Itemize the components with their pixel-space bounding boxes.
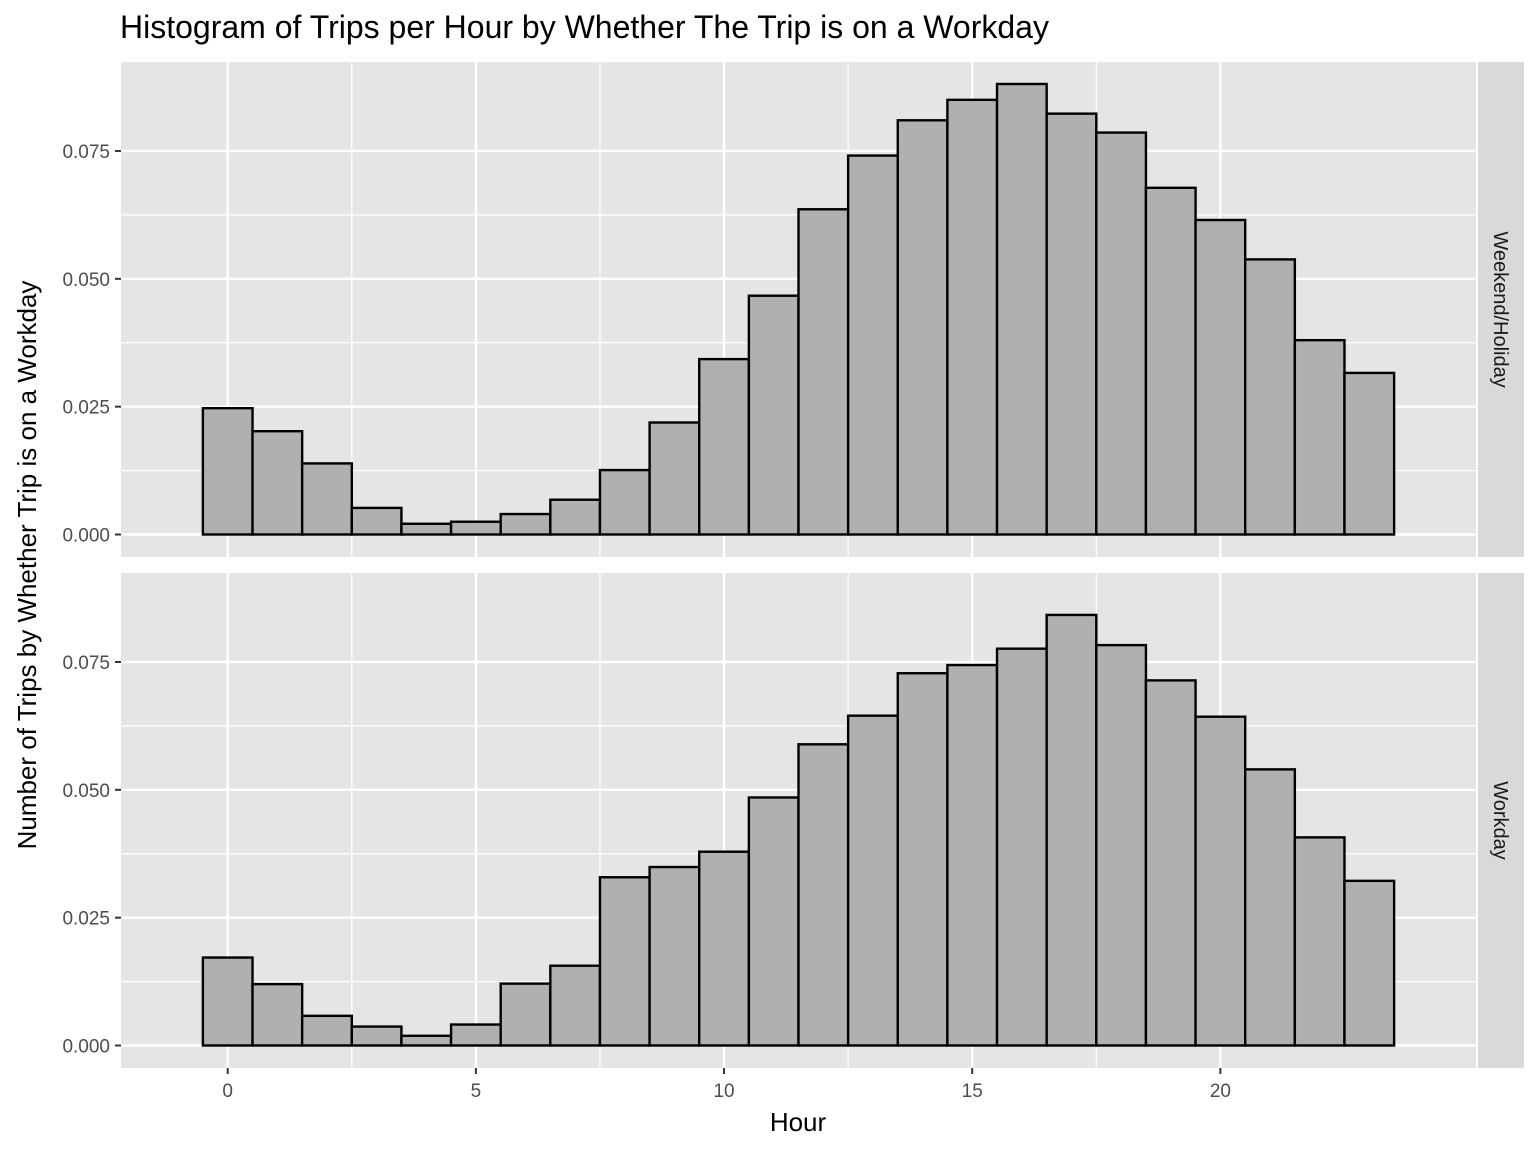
facet-panels: 0.0000.0250.0500.075Weekend/Holiday0.000…	[62, 62, 1524, 1102]
y-tick-label: 0.000	[62, 526, 110, 547]
histogram-bar	[300, 1014, 353, 1047]
histogram-bar	[1045, 613, 1098, 1047]
histogram-bar	[350, 506, 403, 536]
x-tick-label: 5	[471, 1081, 482, 1102]
facet-strip	[1478, 573, 1524, 1068]
histogram-bar	[350, 1025, 403, 1047]
y-axis-title: Number of Trips by Whether Trip is on a …	[12, 281, 42, 850]
facet-strip	[1478, 62, 1524, 557]
histogram-bar	[1343, 371, 1396, 536]
histogram-bar	[1194, 218, 1247, 536]
histogram-bar	[499, 982, 552, 1047]
histogram-bar	[1293, 836, 1346, 1047]
histogram-bar	[648, 421, 701, 536]
histogram-bar	[449, 520, 502, 536]
histogram-bar	[846, 714, 899, 1047]
histogram-bar	[201, 956, 254, 1047]
y-tick-label: 0.025	[62, 398, 110, 419]
histogram-bar	[648, 865, 701, 1047]
histogram-bar	[698, 850, 751, 1047]
histogram-bar	[896, 672, 949, 1047]
y-tick-label: 0.050	[62, 270, 110, 291]
histogram-bar	[449, 1023, 502, 1047]
histogram-bar	[1244, 258, 1297, 536]
facet-panel-1: 0.000 0.025 0.050 0.075 Weekend/Holiday	[62, 62, 1524, 557]
histogram-bar	[300, 462, 353, 536]
histogram-bar	[549, 964, 602, 1047]
histogram-bar	[400, 522, 453, 536]
histogram-bar	[1144, 679, 1197, 1047]
histogram-bar	[797, 743, 850, 1047]
histogram-bar	[499, 512, 552, 536]
histogram-bar	[698, 357, 751, 536]
facet-strip-label: Workday	[1489, 781, 1511, 860]
x-axis-title: Hour	[770, 1107, 827, 1137]
histogram-bar	[201, 406, 254, 536]
histogram-bar	[598, 468, 651, 536]
y-tick-label: 0.050	[62, 781, 110, 802]
x-tick-label: 20	[1210, 1081, 1231, 1102]
histogram-bar	[1293, 338, 1346, 536]
histogram-bar	[1244, 768, 1297, 1047]
histogram-bar	[896, 119, 949, 536]
histogram-bar	[946, 98, 999, 536]
y-tick-label: 0.075	[62, 653, 110, 674]
histogram-bar	[1095, 131, 1148, 536]
chart-title: Histogram of Trips per Hour by Whether T…	[120, 9, 1049, 45]
histogram-bar	[1194, 715, 1247, 1047]
x-tick-label: 10	[713, 1081, 734, 1102]
histogram-bar	[846, 154, 899, 536]
y-tick-label: 0.025	[62, 909, 110, 930]
y-tick-label: 0.000	[62, 1037, 110, 1058]
x-tick-label: 15	[962, 1081, 983, 1102]
histogram-bar	[797, 208, 850, 536]
histogram-bar	[995, 82, 1048, 536]
histogram-bar	[598, 876, 651, 1047]
histogram-bar	[946, 663, 999, 1047]
histogram-bar	[549, 498, 602, 536]
x-tick-label: 0	[222, 1081, 233, 1102]
histogram-bar	[1045, 112, 1098, 536]
histogram-bar	[251, 982, 304, 1047]
histogram-bar	[747, 294, 800, 536]
facet-strip-label: Weekend/Holiday	[1489, 231, 1511, 387]
y-tick-label: 0.075	[62, 142, 110, 163]
histogram-bar	[400, 1034, 453, 1047]
histogram-bar	[747, 796, 800, 1047]
histogram-bar	[1144, 186, 1197, 536]
facet-panel-2: 0.000 0.025 0.050 0.075 Workday 0 5 10 15 20	[62, 573, 1524, 1102]
histogram-bar	[995, 647, 1048, 1047]
histogram-bar	[251, 430, 304, 536]
histogram-bar	[1343, 879, 1396, 1047]
histogram-bar	[1095, 643, 1148, 1047]
